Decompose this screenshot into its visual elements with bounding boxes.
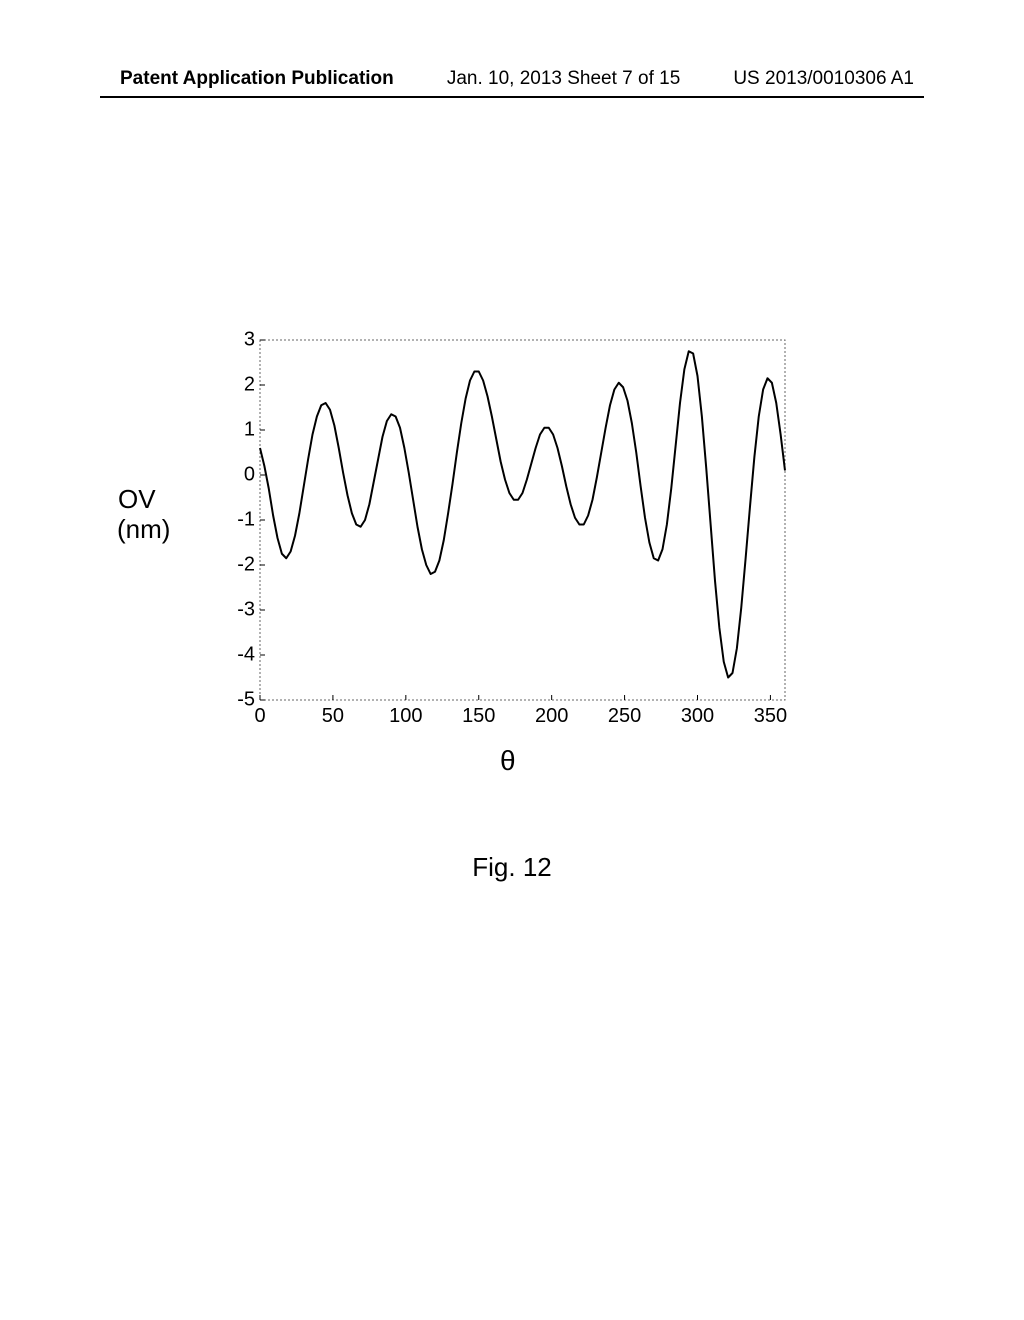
x-tick-label: 200 bbox=[535, 705, 568, 728]
x-tick-label: 0 bbox=[254, 705, 265, 728]
y-tick-label: 1 bbox=[244, 419, 255, 442]
x-tick-label: 100 bbox=[389, 705, 422, 728]
x-tick-label: 150 bbox=[462, 705, 495, 728]
x-tick-label: 350 bbox=[754, 705, 787, 728]
y-tick-label: 2 bbox=[244, 374, 255, 397]
y-tick-label: -2 bbox=[237, 554, 255, 577]
publication-number: US 2013/0010306 A1 bbox=[733, 68, 914, 90]
x-axis-label: θ bbox=[500, 745, 516, 777]
header-divider bbox=[100, 96, 924, 98]
y-tick-label: -1 bbox=[237, 509, 255, 532]
x-tick-label: 50 bbox=[322, 705, 344, 728]
page-header: Patent Application Publication Jan. 10, … bbox=[0, 68, 1024, 90]
y-axis-unit: (nm) bbox=[117, 514, 170, 545]
y-tick-label: 3 bbox=[244, 329, 255, 352]
y-tick-label: -4 bbox=[237, 644, 255, 667]
y-tick-label: -5 bbox=[237, 689, 255, 712]
y-tick-label: 0 bbox=[244, 464, 255, 487]
publication-label: Patent Application Publication bbox=[120, 68, 394, 90]
y-tick-label: -3 bbox=[237, 599, 255, 622]
y-axis-label: OV bbox=[118, 485, 156, 514]
x-tick-label: 300 bbox=[681, 705, 714, 728]
date-sheet-label: Jan. 10, 2013 Sheet 7 of 15 bbox=[447, 68, 680, 90]
figure-caption: Fig. 12 bbox=[0, 852, 1024, 883]
x-tick-label: 250 bbox=[608, 705, 641, 728]
chart-container: -5 -4 -3 -2 -1 0 1 2 3 0 50 100 150 200 250 300 350 bbox=[200, 330, 800, 790]
